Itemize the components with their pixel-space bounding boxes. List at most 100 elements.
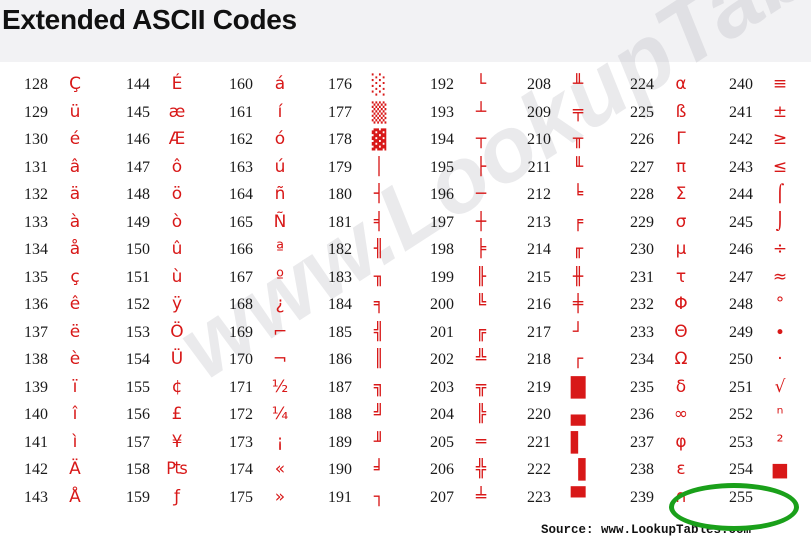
ascii-glyph: ß xyxy=(675,101,687,122)
ascii-code: 145 xyxy=(126,103,150,121)
table-row: 229 σ xyxy=(614,212,718,239)
ascii-code: 140 xyxy=(24,406,48,423)
table-row: 175 » xyxy=(213,487,317,514)
ascii-code: 152 xyxy=(126,296,150,313)
table-row: 203 ╦ xyxy=(414,377,518,404)
table-column: 176 ░ 177 ▒ 178 ▓ 179 │ 180 ┤ 181 ╡ 182 ╢ 183 ╖ 184 ╕ 185 ╣… xyxy=(312,62,416,507)
ascii-glyph: ┤ xyxy=(373,184,385,204)
table-row: 129 ü xyxy=(8,102,112,129)
page-title: Extended ASCII Codes xyxy=(2,4,297,35)
ascii-code: 185 xyxy=(328,323,352,341)
table-row: 168 ¿ xyxy=(213,294,317,321)
table-row: 226 Γ xyxy=(614,129,718,156)
ascii-code: 173 xyxy=(229,433,253,451)
table-row: 195 ├ xyxy=(414,157,518,184)
ascii-glyph: ú xyxy=(274,156,286,177)
ascii-code: 182 xyxy=(328,241,352,258)
ascii-code: 230 xyxy=(630,241,654,258)
table-row: 252 ⁿ xyxy=(713,404,811,431)
table-row: 193 ┴ xyxy=(414,102,518,129)
ascii-glyph: ¡ xyxy=(276,431,284,452)
ascii-code: 150 xyxy=(126,241,150,258)
table-row: 254 ■ xyxy=(713,459,811,486)
table-row: 186 ║ xyxy=(312,349,416,376)
ascii-glyph: ╠ xyxy=(475,404,487,424)
ascii-glyph: ∞ xyxy=(673,404,689,424)
table-row: 215 ╫ xyxy=(511,267,615,294)
ascii-code: 229 xyxy=(630,213,654,231)
ascii-glyph: ¿ xyxy=(275,294,285,314)
ascii-glyph: ╦ xyxy=(475,376,487,397)
ascii-glyph: º xyxy=(275,266,284,287)
table-row: 165 Ñ xyxy=(213,212,317,239)
ascii-glyph: ╣ xyxy=(373,321,385,342)
ascii-code: 242 xyxy=(729,131,753,148)
ascii-code: 193 xyxy=(430,103,454,121)
ascii-code: 245 xyxy=(729,213,753,231)
ascii-code: 231 xyxy=(630,268,654,286)
table-column: 224 α 225 ß 226 Γ 227 π 228 Σ 229 σ 230 µ 231 τ 232 Φ 233 Θ… xyxy=(614,62,718,507)
ascii-glyph: Θ xyxy=(674,321,688,342)
table-row: 199 ╟ xyxy=(414,267,518,294)
ascii-code: 240 xyxy=(729,76,753,93)
ascii-code: 128 xyxy=(24,76,48,93)
ascii-glyph: α xyxy=(675,74,687,94)
ascii-code: 235 xyxy=(630,378,654,396)
table-row: 179 │ xyxy=(312,157,416,184)
ascii-glyph: ½ xyxy=(271,376,289,397)
table-row: 153 Ö xyxy=(110,322,214,349)
ascii-glyph: ≤ xyxy=(772,156,788,177)
table-row: 248 ° xyxy=(713,294,811,321)
ascii-glyph: ± xyxy=(772,101,788,122)
table-row: 163 ú xyxy=(213,157,317,184)
ascii-glyph: ├ xyxy=(475,156,487,177)
ascii-code: 212 xyxy=(527,186,551,203)
ascii-code: 162 xyxy=(229,131,253,148)
table-row: 224 α xyxy=(614,74,718,101)
ascii-code: 254 xyxy=(729,461,753,478)
ascii-code: 153 xyxy=(126,323,150,341)
table-row: 188 ╝ xyxy=(312,404,416,431)
table-column: 192 └ 193 ┴ 194 ┬ 195 ├ 196 ─ 197 ┼ 198 ╞ 199 ╟ 200 ╚ 201 ╔… xyxy=(414,62,518,507)
ascii-code: 210 xyxy=(527,131,551,148)
table-row: 151 ù xyxy=(110,267,214,294)
ascii-glyph: ë xyxy=(69,321,81,342)
table-row: 204 ╠ xyxy=(414,404,518,431)
table-row: 233 Θ xyxy=(614,322,718,349)
table-row: 132 ä xyxy=(8,184,112,211)
table-row: 150 û xyxy=(110,239,214,266)
ascii-glyph: Ç xyxy=(69,74,81,94)
ascii-glyph: ▀ xyxy=(570,486,586,509)
ascii-code: 178 xyxy=(328,131,352,148)
table-row: 225 ß xyxy=(614,102,718,129)
ascii-code: 141 xyxy=(24,433,48,451)
ascii-code: 160 xyxy=(229,76,253,93)
ascii-code: 190 xyxy=(328,461,352,478)
ascii-glyph: Σ xyxy=(675,184,687,204)
ascii-code: 214 xyxy=(527,241,551,258)
table-row: 217 ┘ xyxy=(511,322,615,349)
ascii-glyph: ┘ xyxy=(572,321,584,342)
table-row: 185 ╣ xyxy=(312,322,416,349)
table-row: 138 è xyxy=(8,349,112,376)
ascii-glyph: ƒ xyxy=(174,486,180,507)
table-row: 148 ö xyxy=(110,184,214,211)
table-row: 170 ¬ xyxy=(213,349,317,376)
table-row: 220 ▄ xyxy=(511,404,615,431)
ascii-glyph: ö xyxy=(171,184,183,204)
table-row: 246 ÷ xyxy=(713,239,811,266)
ascii-glyph: ï xyxy=(72,376,78,397)
ascii-code: 129 xyxy=(24,103,48,121)
ascii-glyph: ⌐ xyxy=(272,321,288,342)
ascii-code: 189 xyxy=(328,433,352,451)
ascii-glyph: ▄ xyxy=(570,404,586,426)
ascii-glyph: û xyxy=(171,239,183,259)
table-row: 208 ╨ xyxy=(511,74,615,101)
ascii-glyph: ┌ xyxy=(572,349,584,369)
ascii-glyph: ù xyxy=(171,266,183,287)
ascii-glyph: ╪ xyxy=(572,294,584,314)
ascii-glyph: ╒ xyxy=(572,211,584,232)
ascii-glyph: ò xyxy=(171,211,183,232)
ascii-code: 211 xyxy=(527,158,551,176)
ascii-code: 177 xyxy=(328,103,352,121)
